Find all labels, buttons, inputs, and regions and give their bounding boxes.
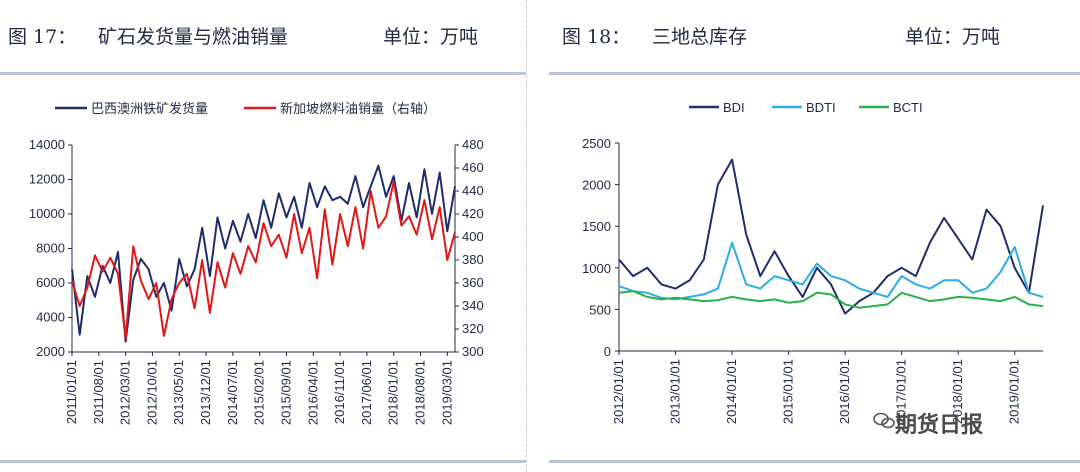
- panel-divider-left: [526, 0, 527, 472]
- right-figure-title: 三地总库存: [652, 26, 748, 48]
- wechat-icon: [873, 412, 895, 429]
- x-tick-label: 2013/05/01: [171, 360, 186, 425]
- series-line-2: [618, 290, 1044, 309]
- x-tick-label: 2015/01/01: [781, 359, 796, 424]
- x-tick-label: 2015/09/01: [278, 360, 293, 425]
- x-tick-label: 2013/01/01: [668, 359, 683, 424]
- y-tick-label: 500: [589, 302, 611, 317]
- left-chart-panel: 图 17： 矿石发货量与燃油销量 单位：万吨 2000 4000 6000 8000 1…: [0, 0, 526, 472]
- x-tick-label: 2013/12/01: [198, 360, 213, 425]
- y-tick-label-right: 300: [462, 344, 484, 359]
- right-chart-svg: 0 500 1000 1500 2000 2500 2012/01/01 2013/01/01…: [582, 100, 1044, 424]
- y-tick-label-right: 360: [462, 275, 484, 290]
- x-tick-label: 2016/01/01: [837, 359, 852, 424]
- x-tick-label: 2015/02/01: [252, 360, 267, 425]
- x-tick-label: 2016/11/01: [332, 360, 347, 424]
- x-tick-label: 2014/07/01: [225, 360, 240, 425]
- left-figure-title: 矿石发货量与燃油销量: [98, 26, 289, 48]
- y-tick-label-right: 460: [462, 160, 484, 175]
- y-tick-label-right: 420: [462, 206, 484, 221]
- legend-label-0: 巴西澳洲铁矿发货量: [91, 101, 208, 116]
- right-figure-label: 图 18：: [562, 26, 631, 48]
- x-tick-label: 2019/03/01: [439, 360, 454, 425]
- x-tick-label: 2011/08/01: [91, 360, 106, 424]
- x-tick-label: 2016/04/01: [305, 360, 320, 425]
- x-tick-label: 2017/01/01: [894, 359, 909, 424]
- y-tick-label-left: 12000: [29, 172, 65, 187]
- x-tick-label: 2018/01/01: [950, 359, 965, 424]
- left-panel-footer-rule: [0, 460, 526, 463]
- legend-label-0: BDI: [723, 100, 745, 115]
- left-panel-header: 图 17： 矿石发货量与燃油销量 单位：万吨: [0, 0, 526, 75]
- series-line-1: [71, 180, 456, 340]
- y-tick-label-right: 340: [462, 298, 484, 313]
- y-tick-label: 0: [604, 344, 611, 359]
- left-chart-svg: 2000 4000 6000 8000 10000 12000 14000 300 320 340…: [29, 101, 484, 425]
- legend-label-2: BCTI: [893, 100, 923, 115]
- left-figure-unit: 单位：万吨: [383, 26, 479, 48]
- y-tick-label-left: 4000: [36, 310, 65, 325]
- y-tick-label-left: 14000: [29, 137, 65, 152]
- x-tick-label: 2011/01/01: [64, 360, 79, 424]
- x-tick-label: 2012/10/01: [144, 360, 159, 425]
- left-figure-label: 图 17：: [8, 26, 77, 48]
- y-tick-label-right: 380: [462, 252, 484, 267]
- x-tick-label: 2018/01/01: [386, 360, 401, 425]
- x-tick-label: 2018/08/01: [413, 360, 428, 425]
- y-tick-label-left: 6000: [36, 275, 65, 290]
- y-tick-label: 2500: [582, 136, 611, 151]
- right-panel-header: 图 18： 三地总库存 单位：万吨: [549, 0, 1080, 75]
- series-line-1: [618, 241, 1044, 301]
- x-tick-label: 2014/01/01: [724, 359, 739, 424]
- y-tick-label-left: 8000: [36, 241, 65, 256]
- y-tick-label-left: 10000: [29, 206, 65, 221]
- x-tick-label: 2012/01/01: [611, 359, 626, 424]
- right-chart-panel: 图 18： 三地总库存 单位：万吨 0 500 1000 1500 2000 2500 20…: [549, 0, 1080, 472]
- y-tick-label-left: 2000: [36, 344, 65, 359]
- right-figure-unit: 单位：万吨: [905, 26, 1001, 48]
- x-tick-label: 2019/01/01: [1007, 359, 1022, 424]
- series-line-0: [618, 158, 1044, 315]
- y-tick-label-right: 440: [462, 183, 484, 198]
- x-tick-label: 2012/03/01: [118, 360, 133, 425]
- legend-label-1: 新加坡燃料油销量（右轴）: [280, 101, 436, 116]
- x-tick-label: 2017/06/01: [359, 360, 374, 425]
- y-tick-label-right: 320: [462, 321, 484, 336]
- y-tick-label: 1500: [582, 219, 611, 234]
- y-tick-label-right: 400: [462, 229, 484, 244]
- y-tick-label: 2000: [582, 178, 611, 193]
- y-tick-label-right: 480: [462, 137, 484, 152]
- right-panel-footer-rule: [549, 460, 1080, 463]
- legend-label-1: BDTI: [806, 100, 836, 115]
- y-tick-label: 1000: [582, 261, 611, 276]
- series-line-0: [71, 164, 456, 343]
- watermark-text: 期货日报: [895, 413, 984, 438]
